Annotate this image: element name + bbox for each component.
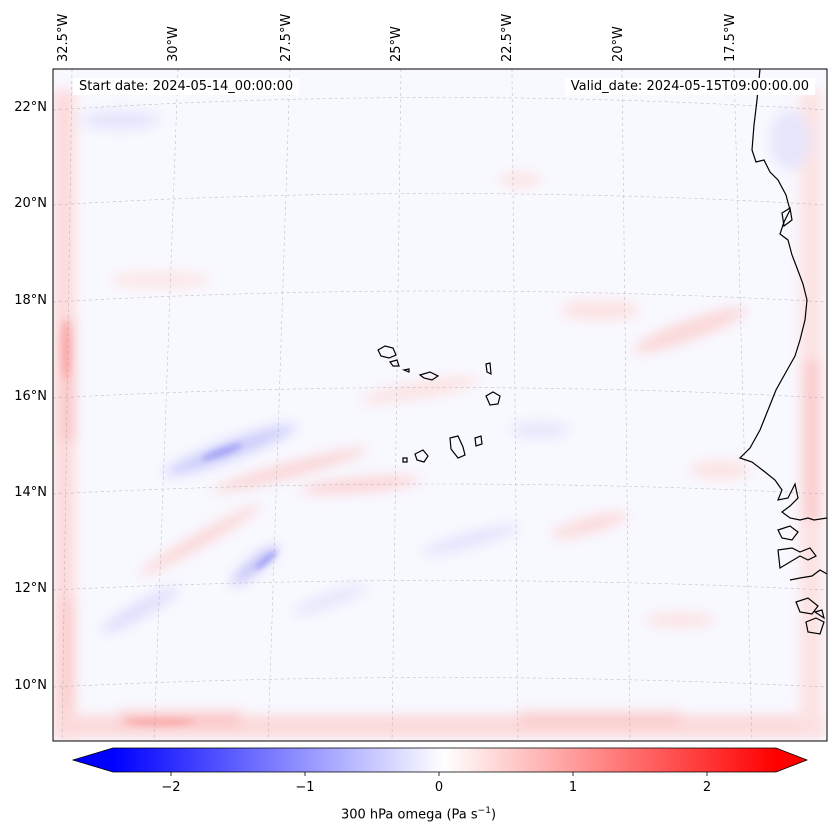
lon-label: 25°W	[389, 26, 404, 62]
colorbar-max-extend	[776, 748, 807, 772]
lon-label: 17.5°W	[723, 14, 738, 62]
island-santo-antao	[377, 345, 397, 359]
start-date-label: Start date: 2024-05-14_00:00:00	[73, 78, 300, 95]
colorbar-tick: 1	[569, 780, 577, 795]
island-brava	[402, 457, 408, 463]
island-sal	[485, 362, 492, 376]
lat-label: 12°N	[14, 581, 47, 596]
africa-coastline	[738, 69, 827, 521]
island-sao-vicente	[388, 359, 400, 367]
lat-label: 14°N	[14, 485, 47, 500]
colorbar-label-main: 300 hPa omega (Pa s	[340, 807, 478, 823]
island-santiago	[449, 435, 466, 459]
island-maio	[474, 435, 483, 447]
lon-label: 30°W	[166, 26, 181, 62]
lat-label: 20°N	[14, 196, 47, 211]
islands	[377, 345, 501, 463]
lat-label: 10°N	[14, 678, 47, 693]
latitude-labels: 22°N 20°N 18°N 16°N 14°N 12°N 10°N	[14, 100, 47, 693]
island-sao-nicolau	[418, 371, 440, 381]
lat-label: 18°N	[14, 293, 47, 308]
lon-label: 27.5°W	[279, 14, 294, 62]
graticule	[53, 69, 827, 741]
colorbar-tick: 0	[435, 780, 443, 795]
lon-label: 20°W	[611, 26, 626, 62]
map-frame	[52, 68, 828, 742]
longitude-labels: 32.5°W 30°W 27.5°W 25°W 22.5°W 20°W 17.5…	[56, 14, 738, 62]
colorbar-label-end: )	[490, 807, 497, 823]
colorbar-label-exponent: −1	[477, 806, 491, 816]
colorbar-tick: 2	[703, 780, 711, 795]
colorbar-tick: −1	[295, 780, 314, 795]
colorbar-body	[113, 748, 776, 772]
island-fogo	[414, 449, 429, 463]
colorbar-outline	[71, 747, 809, 773]
coastline	[738, 69, 827, 635]
colorbar-label: 300 hPa omega (Pa s−1)	[0, 806, 837, 822]
omega-field	[53, 69, 827, 741]
valid-date-label: Valid_date: 2024-05-15T09:00:00.00	[564, 78, 815, 95]
colorbar: −2 −1 0 1 2	[71, 747, 809, 795]
island-boa-vista	[485, 391, 501, 406]
colorbar-tick: −2	[161, 780, 180, 795]
lon-label: 22.5°W	[500, 14, 515, 62]
colorbar-min-extend	[73, 748, 113, 772]
lat-label: 16°N	[14, 389, 47, 404]
lat-label: 22°N	[14, 100, 47, 115]
lon-label: 32.5°W	[56, 14, 71, 62]
